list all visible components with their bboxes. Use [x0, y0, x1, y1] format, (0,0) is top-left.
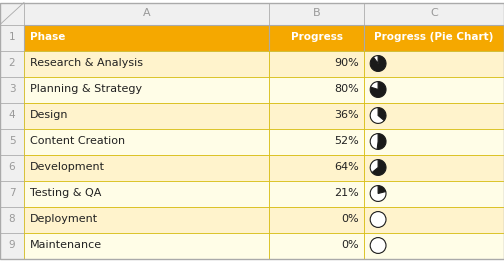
Wedge shape — [378, 186, 386, 193]
Text: A: A — [143, 9, 150, 19]
Text: 2: 2 — [9, 58, 15, 68]
Text: C: C — [430, 9, 438, 19]
Bar — [24, 155, 269, 181]
Bar — [0, 155, 24, 181]
Circle shape — [370, 238, 386, 253]
Bar — [364, 206, 504, 233]
Bar — [269, 76, 364, 103]
Text: 6: 6 — [9, 163, 15, 173]
Bar — [0, 3, 24, 25]
Text: 3: 3 — [9, 85, 15, 94]
Text: 0%: 0% — [341, 215, 359, 224]
Wedge shape — [370, 82, 378, 90]
Bar — [24, 50, 269, 76]
Bar — [364, 233, 504, 258]
Bar — [364, 3, 504, 25]
Text: 9: 9 — [9, 240, 15, 251]
Text: 21%: 21% — [334, 188, 359, 199]
Text: 7: 7 — [9, 188, 15, 199]
Bar — [364, 25, 504, 50]
Bar — [269, 103, 364, 128]
Bar — [0, 128, 24, 155]
Bar — [0, 103, 24, 128]
Wedge shape — [372, 159, 386, 175]
Bar — [0, 25, 24, 50]
Text: Planning & Strategy: Planning & Strategy — [30, 85, 142, 94]
Text: Maintenance: Maintenance — [30, 240, 102, 251]
Bar — [0, 233, 24, 258]
Text: 64%: 64% — [334, 163, 359, 173]
Wedge shape — [370, 159, 378, 173]
Text: B: B — [312, 9, 321, 19]
Wedge shape — [370, 186, 386, 201]
Bar — [0, 76, 24, 103]
Bar — [269, 25, 364, 50]
Text: Research & Analysis: Research & Analysis — [30, 58, 143, 68]
Bar — [269, 155, 364, 181]
Text: Design: Design — [30, 110, 69, 121]
Bar — [269, 181, 364, 206]
Bar — [0, 50, 24, 76]
Bar — [364, 128, 504, 155]
Text: Deployment: Deployment — [30, 215, 98, 224]
Text: 0%: 0% — [341, 240, 359, 251]
Bar — [269, 206, 364, 233]
Wedge shape — [370, 56, 386, 72]
Bar — [364, 155, 504, 181]
Bar — [269, 50, 364, 76]
Bar — [0, 206, 24, 233]
Wedge shape — [370, 134, 378, 149]
Wedge shape — [373, 56, 378, 63]
Wedge shape — [377, 134, 386, 149]
Bar — [24, 103, 269, 128]
Bar — [269, 128, 364, 155]
Wedge shape — [370, 108, 384, 123]
Bar — [0, 181, 24, 206]
Bar — [364, 50, 504, 76]
Text: 90%: 90% — [334, 58, 359, 68]
Bar — [364, 181, 504, 206]
Text: Progress: Progress — [290, 33, 343, 43]
Text: 5: 5 — [9, 137, 15, 146]
Text: Testing & QA: Testing & QA — [30, 188, 101, 199]
Bar — [364, 103, 504, 128]
Bar — [24, 181, 269, 206]
Wedge shape — [378, 108, 386, 121]
Bar — [269, 233, 364, 258]
Text: 36%: 36% — [334, 110, 359, 121]
Text: 4: 4 — [9, 110, 15, 121]
Text: Phase: Phase — [30, 33, 66, 43]
Bar — [24, 233, 269, 258]
Bar — [24, 3, 269, 25]
Bar — [24, 128, 269, 155]
Text: Content Creation: Content Creation — [30, 137, 125, 146]
Bar — [24, 25, 269, 50]
Text: Progress (Pie Chart): Progress (Pie Chart) — [374, 33, 494, 43]
Text: 8: 8 — [9, 215, 15, 224]
Text: Development: Development — [30, 163, 105, 173]
Bar — [269, 3, 364, 25]
Wedge shape — [370, 82, 386, 97]
Text: 52%: 52% — [334, 137, 359, 146]
Text: 80%: 80% — [334, 85, 359, 94]
Bar — [364, 76, 504, 103]
Bar — [24, 206, 269, 233]
Text: 1: 1 — [9, 33, 15, 43]
Bar — [24, 76, 269, 103]
Circle shape — [370, 212, 386, 227]
